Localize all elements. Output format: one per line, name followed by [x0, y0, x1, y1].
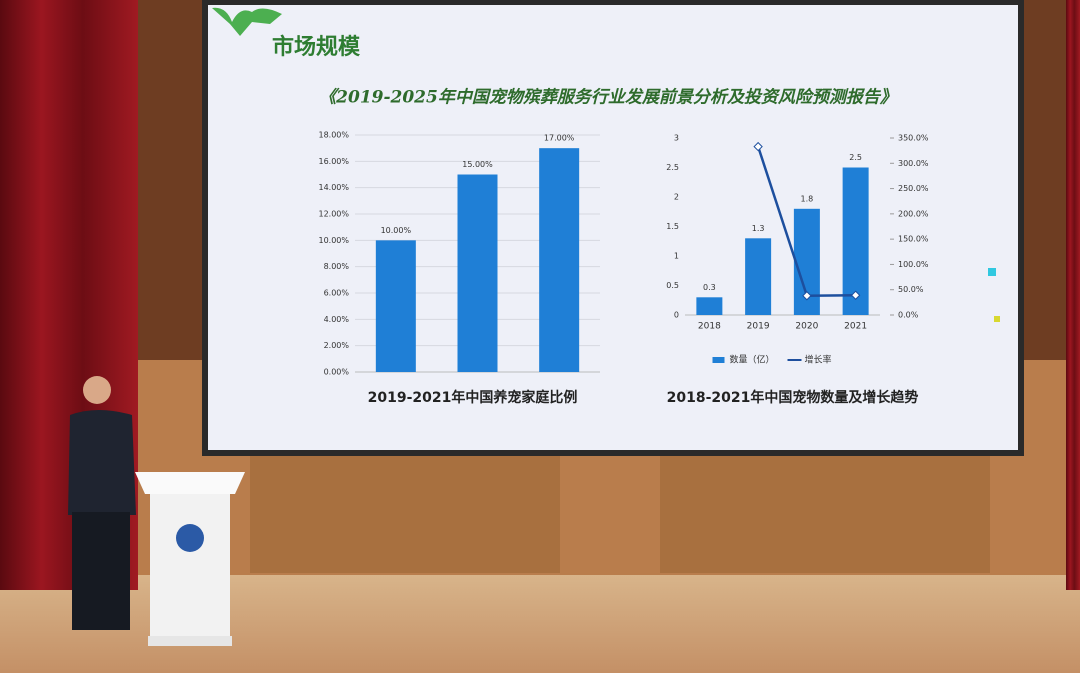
bar: [696, 297, 723, 315]
x-tick-label: 2020: [795, 322, 818, 332]
bar: [457, 174, 498, 372]
y-tick-label: 1: [674, 252, 679, 261]
chart-title: 2018-2021年中国宠物数量及增长趋势: [667, 389, 919, 406]
y-tick-label: 3: [674, 134, 679, 143]
speaker-body: [68, 410, 136, 515]
light-dot: [988, 268, 996, 276]
y-tick-label: 0.00%: [324, 368, 350, 377]
y2-tick-label: 0.0%: [898, 311, 919, 320]
data-label: 15.00%: [462, 160, 493, 169]
y-tick-label: 16.00%: [318, 157, 349, 166]
x-tick-label: 2019: [747, 322, 770, 332]
y-tick-label: 18.00%: [318, 131, 349, 140]
x-tick-label: 2021: [844, 322, 867, 332]
y2-tick-label: 350.0%: [898, 134, 929, 143]
y-tick-label: 1.5: [666, 222, 679, 231]
line-marker: [850, 290, 861, 300]
x-tick-label: 2018: [698, 322, 721, 332]
y2-tick-label: 100.0%: [898, 260, 929, 269]
legend-swatch: [712, 357, 725, 363]
y-tick-label: 4.00%: [324, 315, 350, 324]
podium-base: [148, 636, 232, 646]
y-tick-label: 14.00%: [318, 183, 349, 192]
y-tick-label: 0: [674, 311, 679, 320]
podium: [150, 480, 230, 640]
legend-label: 数量（亿）: [730, 354, 775, 366]
data-label: 1.3: [752, 224, 765, 233]
bar: [375, 240, 416, 372]
speaker-head: [83, 376, 111, 404]
legend-label: 增长率: [805, 354, 832, 366]
y-tick-label: 0.5: [666, 281, 679, 290]
y-tick-label: 10.00%: [318, 236, 349, 245]
report-title: 《2019-2025年中国宠物殡葬服务行业发展前景分析及投资风险预测报告》: [319, 88, 897, 108]
bar: [539, 148, 580, 372]
chart-title: 2019-2021年中国养宠家庭比例: [368, 389, 578, 406]
slide-heading: 市场规模: [272, 34, 361, 60]
y-tick-label: 8.00%: [324, 262, 350, 271]
data-label: 1.8: [801, 194, 814, 203]
data-label: 2.5: [849, 153, 862, 162]
podium-top: [135, 472, 245, 494]
y2-tick-label: 50.0%: [898, 285, 924, 294]
line-marker: [802, 291, 812, 301]
light-dot: [994, 316, 1000, 322]
y-tick-label: 12.00%: [318, 210, 349, 219]
y2-tick-label: 250.0%: [898, 184, 929, 193]
y2-tick-label: 200.0%: [898, 209, 929, 218]
podium-emblem: [176, 524, 204, 552]
screen: [208, 5, 1018, 450]
y2-tick-label: 150.0%: [898, 235, 929, 244]
leaf-decoration: [212, 7, 282, 36]
panel: [660, 455, 990, 573]
data-label: 0.3: [703, 283, 716, 292]
data-label: 10.00%: [381, 226, 412, 235]
bar: [745, 238, 772, 315]
panel: [250, 455, 560, 573]
y-tick-label: 2.00%: [324, 341, 350, 350]
bar: [842, 167, 869, 315]
y-tick-label: 6.00%: [324, 289, 350, 298]
line-marker: [753, 141, 763, 152]
speaker-legs: [72, 512, 130, 630]
y2-tick-label: 300.0%: [898, 159, 929, 168]
y-tick-label: 2: [674, 193, 679, 202]
y-tick-label: 2.5: [666, 163, 679, 172]
curtain-right: [1066, 0, 1080, 590]
data-label: 17.00%: [544, 134, 575, 143]
